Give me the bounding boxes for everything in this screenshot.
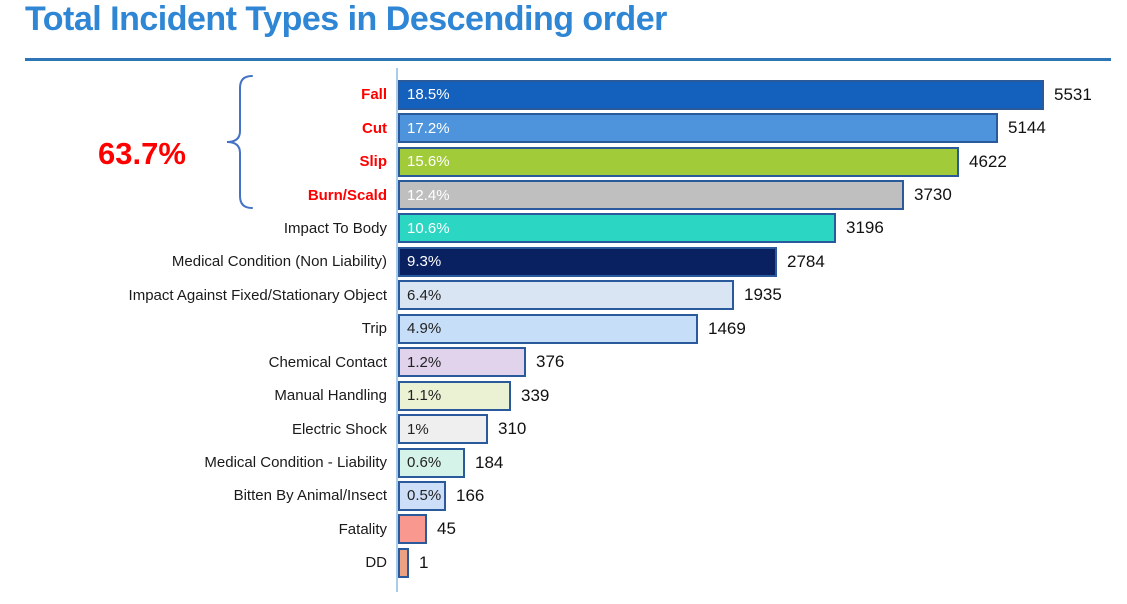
percent-label: 15.6% (407, 153, 450, 171)
value-label: 5531 (1054, 84, 1092, 104)
category-label: Manual Handling (274, 387, 387, 405)
bar-row: Impact To Body 10.6% 3196 (0, 212, 1127, 245)
value-label: 5144 (1008, 118, 1046, 138)
bar-row: Medical Condition - Liability 0.6% 184 (0, 446, 1127, 479)
percent-label: 12.4% (407, 186, 450, 204)
bar: 6.4% (398, 280, 734, 311)
category-label: Burn/Scald (307, 186, 387, 204)
percent-label: 9.3% (407, 253, 442, 271)
category-label: Trip (361, 320, 387, 338)
percent-label: 1.1% (407, 387, 442, 405)
category-label: Medical Condition (Non Liability) (171, 253, 387, 271)
percent-label: 6.4% (407, 286, 442, 304)
value-label: 1469 (708, 318, 746, 338)
bar: 17.2% (398, 113, 998, 144)
value-label: 45 (437, 519, 456, 539)
value-label: 2784 (787, 251, 825, 271)
category-label: Impact Against Fixed/Stationary Object (128, 286, 387, 304)
bar-row: Medical Condition (Non Liability) 9.3% 278… (0, 245, 1127, 278)
value-label: 4622 (969, 151, 1007, 171)
bar (398, 547, 409, 578)
category-label: Chemical Contact (268, 353, 387, 371)
bar-row: Electric Shock 1% 310 (0, 412, 1127, 445)
group-percent-label: 63.7% (98, 136, 186, 171)
value-label: 376 (536, 352, 565, 372)
percent-label: 1% (407, 420, 429, 438)
brace-icon (226, 75, 253, 209)
category-label: Fall (361, 86, 387, 104)
category-label: Cut (362, 119, 387, 137)
bar-row: Burn/Scald 12.4% 3730 (0, 178, 1127, 211)
bar-row: Fatality 45 (0, 513, 1127, 546)
percent-label: 10.6% (407, 219, 450, 237)
bar: 0.5% (398, 480, 446, 511)
percent-label: 0.5% (407, 487, 442, 505)
percent-label: 18.5% (407, 86, 450, 104)
percent-label: 17.2% (407, 119, 450, 137)
bar: 4.9% (398, 313, 698, 344)
value-label: 339 (521, 385, 550, 405)
bar-row: Cut 17.2% 5144 (0, 111, 1127, 144)
bar: 10.6% (398, 213, 836, 244)
title-underline (25, 58, 1111, 61)
bar: 0.6% (398, 447, 465, 478)
value-label: 166 (456, 485, 485, 505)
bar-row: Impact Against Fixed/Stationary Object 6.… (0, 279, 1127, 312)
bar-row: Bitten By Animal/Insect 0.5% 166 (0, 479, 1127, 512)
value-label: 1 (419, 552, 429, 572)
category-label: DD (365, 554, 387, 572)
percent-label: 4.9% (407, 320, 442, 338)
bar (398, 514, 427, 545)
bar-row: Fall 18.5% 5531 (0, 78, 1127, 111)
value-label: 3730 (914, 185, 952, 205)
category-label: Impact To Body (283, 219, 387, 237)
bar: 12.4% (398, 180, 904, 211)
y-axis-line (396, 68, 398, 592)
bar: 15.6% (398, 146, 959, 177)
value-label: 3196 (846, 218, 884, 238)
value-label: 1935 (744, 285, 782, 305)
bar-row: DD 1 (0, 546, 1127, 579)
bar-row: Chemical Contact 1.2% 376 (0, 346, 1127, 379)
percent-label: 1.2% (407, 353, 442, 371)
bar-row: Trip 4.9% 1469 (0, 312, 1127, 345)
category-label: Bitten By Animal/Insect (233, 487, 387, 505)
value-label: 310 (498, 419, 527, 439)
category-label: Slip (359, 153, 387, 171)
bar: 1.1% (398, 380, 511, 411)
percent-label: 0.6% (407, 454, 442, 472)
category-label: Electric Shock (291, 420, 387, 438)
incident-bar-chart: Fall 18.5% 5531 Cut 17.2% 5144 Slip 15.6% 4622 Bu… (0, 78, 1127, 580)
bar-row: Manual Handling 1.1% 339 (0, 379, 1127, 412)
page-title: Total Incident Types in Descending order (25, 0, 667, 38)
bar: 1.2% (398, 347, 526, 378)
value-label: 184 (475, 452, 504, 472)
category-label: Medical Condition - Liability (204, 454, 387, 472)
bar: 9.3% (398, 246, 777, 277)
bar: 1% (398, 414, 488, 445)
category-label: Fatality (338, 520, 387, 538)
bar: 18.5% (398, 79, 1044, 110)
bar-row: Slip 15.6% 4622 (0, 145, 1127, 178)
